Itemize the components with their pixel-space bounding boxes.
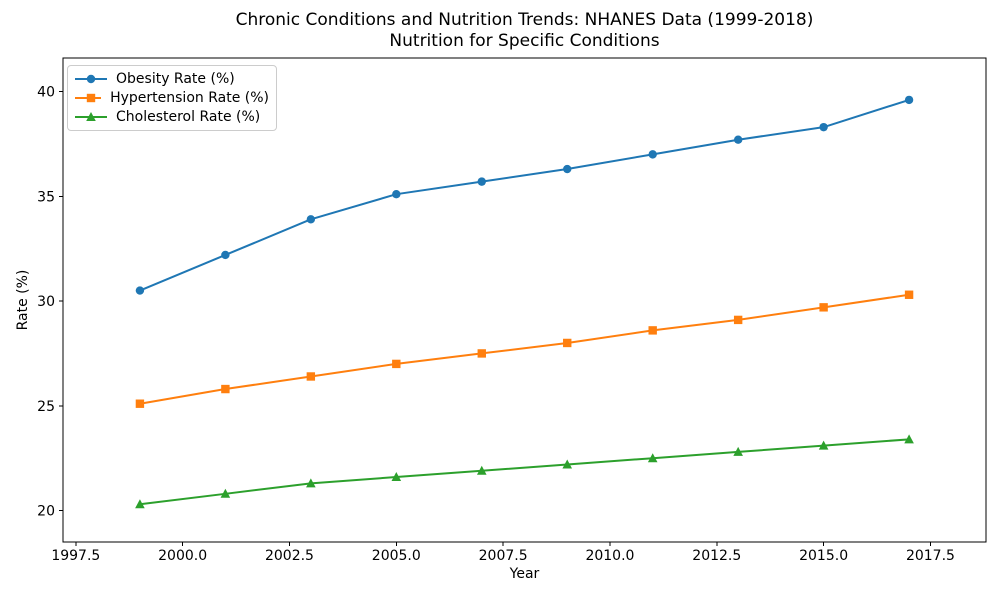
y-tick-label: 30: [37, 294, 55, 310]
series-line-cholesterol: [138, 438, 911, 506]
x-tick-label: 2007.5: [479, 548, 528, 564]
y-tick-label: 20: [37, 504, 55, 520]
x-tick-label: 2002.5: [265, 548, 314, 564]
marker-hypertension: [819, 303, 828, 312]
legend-sample-hypertension-icon: [75, 93, 102, 103]
marker-hypertension: [563, 338, 572, 348]
marker-cholesterol: [733, 446, 743, 456]
marker-hypertension: [135, 399, 145, 408]
marker-obesity: [819, 122, 828, 132]
marker-obesity: [306, 215, 316, 224]
marker-hypertension: [648, 326, 657, 335]
marker-cholesterol: [818, 440, 829, 450]
legend-label-cholesterol: Cholesterol Rate (%): [116, 109, 261, 126]
x-tick-label: 1997.5: [51, 548, 100, 564]
marker-hypertension: [733, 315, 743, 325]
plot-frame: [62, 57, 987, 543]
chart-subtitle: Nutrition for Specific Conditions: [389, 31, 660, 51]
x-tick-label: 2005.0: [372, 548, 421, 564]
marker-cholesterol: [647, 453, 658, 463]
legend-label-hypertension: Hypertension Rate (%): [110, 89, 269, 106]
marker-obesity: [477, 177, 486, 186]
marker-cholesterol: [391, 472, 402, 482]
y-tick-label: 40: [37, 85, 55, 101]
marker-cholesterol: [904, 434, 914, 444]
marker-obesity: [221, 250, 230, 260]
marker-hypertension: [392, 359, 401, 369]
marker-hypertension: [306, 372, 316, 381]
legend-item-obesity: Obesity Rate (%): [75, 69, 269, 88]
series-line-obesity: [138, 98, 911, 292]
marker-hypertension: [477, 349, 486, 358]
marker-hypertension: [904, 290, 914, 299]
y-tick-label: 35: [37, 189, 55, 205]
x-tick-label: 2000.0: [158, 548, 207, 564]
marker-hypertension: [221, 384, 230, 394]
y-axis-label: Rate (%): [15, 269, 31, 331]
marker-cholesterol: [476, 465, 487, 475]
series-line-hypertension: [138, 293, 911, 405]
x-tick-label: 2010.0: [585, 548, 634, 564]
marker-cholesterol: [562, 459, 573, 469]
y-tick-label: 25: [37, 399, 55, 415]
x-tick-label: 2015.0: [799, 548, 848, 564]
legend-item-hypertension: Hypertension Rate (%): [75, 88, 269, 107]
marker-cholesterol: [135, 499, 145, 509]
legend-label-obesity: Obesity Rate (%): [116, 70, 235, 87]
marker-obesity: [392, 189, 401, 199]
marker-obesity: [135, 286, 145, 295]
legend-sample-cholesterol-icon: [75, 112, 107, 122]
legend-item-cholesterol: Cholesterol Rate (%): [75, 108, 269, 127]
marker-obesity: [648, 150, 657, 159]
marker-obesity: [733, 135, 743, 144]
x-tick-label: 2012.5: [692, 548, 741, 564]
chart-title: Chronic Conditions and Nutrition Trends:…: [235, 10, 814, 30]
marker-obesity: [563, 164, 572, 174]
x-tick-label: 2017.5: [906, 548, 955, 564]
legend: Obesity Rate (%) Hypertension Rate (%) Cho…: [67, 65, 277, 131]
marker-cholesterol: [220, 488, 231, 498]
marker-cholesterol: [306, 478, 316, 488]
legend-sample-obesity-icon: [75, 74, 107, 83]
marker-obesity: [904, 95, 914, 105]
x-axis-label: Year: [509, 566, 540, 582]
